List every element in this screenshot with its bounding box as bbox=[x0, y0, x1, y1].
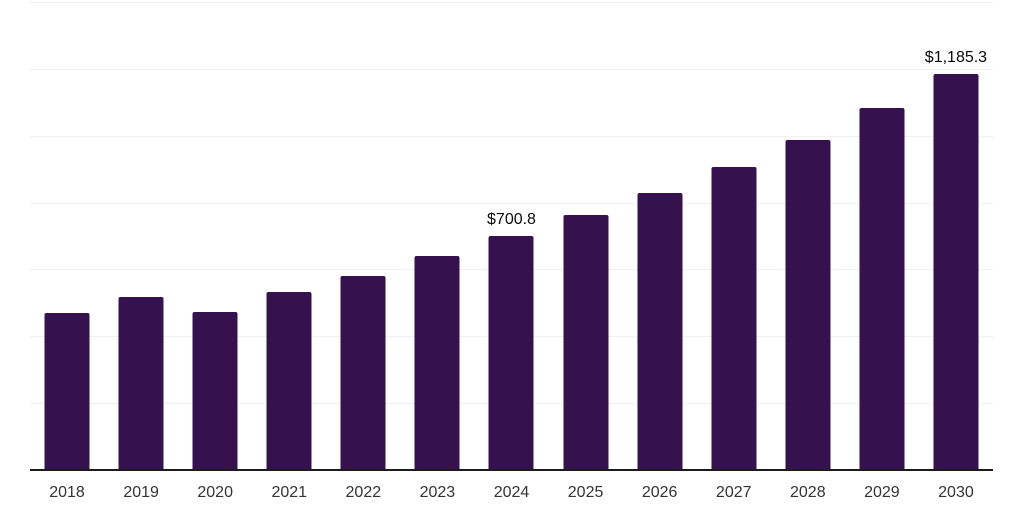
bar-value-label-2024: $700.8 bbox=[487, 210, 536, 228]
bar-2021 bbox=[266, 291, 312, 470]
bar-slot-2021 bbox=[252, 2, 326, 470]
bar-2019 bbox=[118, 296, 164, 470]
x-tick-label-2022: 2022 bbox=[345, 484, 382, 501]
x-tick-label-2024: 2024 bbox=[493, 484, 530, 501]
bar-2018 bbox=[44, 312, 90, 470]
bar-2029 bbox=[859, 107, 905, 470]
bar-slot-2028 bbox=[771, 2, 845, 470]
bar-2020 bbox=[192, 311, 238, 470]
bar-slot-2022 bbox=[326, 2, 400, 470]
x-tick-label-2021: 2021 bbox=[271, 484, 308, 501]
bar-slot-2023 bbox=[400, 2, 474, 470]
x-tick-label-2025: 2025 bbox=[567, 484, 604, 501]
gridline-800 bbox=[30, 202, 993, 204]
gridline-1000 bbox=[30, 135, 993, 137]
bar-2023 bbox=[414, 256, 460, 470]
bar-2026 bbox=[637, 192, 683, 470]
x-tick-label-2028: 2028 bbox=[790, 484, 826, 501]
x-tick-label-2019: 2019 bbox=[123, 484, 159, 501]
bar-2027 bbox=[711, 167, 757, 470]
bar-slot-2029 bbox=[845, 2, 919, 470]
bar-2025 bbox=[563, 215, 609, 470]
bar-slot-2024: $700.8 bbox=[474, 2, 548, 470]
plot-area: $700.8 $1,185.3 bbox=[30, 2, 993, 470]
bar-slot-2019 bbox=[104, 2, 178, 470]
bar-2022 bbox=[340, 275, 386, 470]
bar-2024 bbox=[488, 235, 534, 470]
bar-value-label-2030: $1,185.3 bbox=[924, 48, 988, 66]
x-tick-label-2029: 2029 bbox=[864, 484, 900, 501]
x-tick-label-2018: 2018 bbox=[49, 484, 85, 501]
x-tick-label-2027: 2027 bbox=[715, 484, 752, 501]
bar-slot-2030: $1,185.3 bbox=[919, 2, 993, 470]
bar-slot-2018 bbox=[30, 2, 104, 470]
bar-2028 bbox=[785, 139, 831, 470]
bar-slot-2027 bbox=[697, 2, 771, 470]
bar-slot-2020 bbox=[178, 2, 252, 470]
bar-slot-2026 bbox=[623, 2, 697, 470]
gridline-1200 bbox=[30, 68, 993, 70]
x-tick-label-2023: 2023 bbox=[419, 484, 456, 501]
x-tick-label-2026: 2026 bbox=[641, 484, 678, 501]
x-tick-label-2030: 2030 bbox=[938, 484, 974, 501]
bar-slot-2025 bbox=[549, 2, 623, 470]
gridline-1400 bbox=[30, 2, 993, 3]
bar-2030 bbox=[933, 73, 979, 470]
x-axis-line bbox=[30, 469, 993, 471]
x-tick-label-2020: 2020 bbox=[197, 484, 233, 501]
